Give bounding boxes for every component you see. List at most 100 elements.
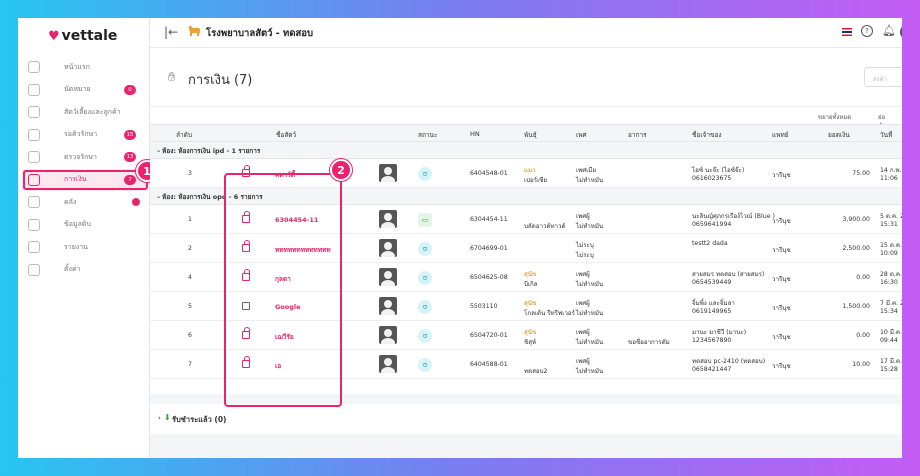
page-title: การเงิน (7)	[188, 73, 253, 88]
table-row[interactable]: 4 กุลตา ʊ 6504625-08 สุนัข บีเกิล เพศผู้ ไม่ทำห…	[150, 263, 902, 292]
table-header: ลำดับ ชื่อสัตว์ สถานะ HN พันธุ์ เพศ อาการ ชื่อเ…	[150, 124, 902, 142]
data-icon	[28, 218, 40, 231]
column-header[interactable]: เพศ	[576, 131, 587, 139]
collapse-left-icon[interactable]: |←	[164, 25, 179, 39]
pet-name-link[interactable]: เฌวีรัย	[275, 333, 294, 341]
home-icon	[28, 61, 40, 73]
column-header[interactable]: อาการ	[628, 131, 647, 139]
sidebar-item-label: คลัง	[64, 197, 77, 206]
owner-phone: 1234567890	[692, 337, 732, 344]
stethoscope-icon: ʊ	[418, 300, 432, 314]
logo[interactable]: ♥ vettale	[48, 28, 117, 44]
species: สุนัข	[524, 300, 537, 307]
date: 17 มี.ค. 25	[880, 358, 902, 365]
row-checkbox[interactable]	[242, 302, 250, 310]
neuter-status: ไม่ทำหมัน	[576, 223, 604, 230]
sidebar-item-label: ข้อมูลดิบ	[64, 220, 91, 229]
sidebar-item-6[interactable]: คลัง	[22, 191, 146, 214]
pet-name-link[interactable]: 6304454-11	[275, 216, 319, 224]
table-group[interactable]: ⌄ ห้อง: ห้องการเงิน opd - 6 รายการ	[150, 188, 902, 205]
owner-phone: 0658421447	[692, 366, 732, 373]
amount: 1,500.00	[842, 303, 870, 310]
sidebar-item-2[interactable]: สัตว์เลี้ยงและลูกค้า	[22, 101, 146, 124]
table-row[interactable]: 2 ททททททททททททท ʊ 6704699-01 ไม่ระบุ ไม่ระบุ t…	[150, 234, 902, 263]
chevron-down-icon[interactable]: ⌄	[156, 192, 162, 200]
amount: 75.00	[852, 170, 870, 177]
waiting-icon	[28, 128, 40, 141]
page-header: ✋︎ การเงิน (7) ส่งค้า	[150, 48, 902, 106]
column-header[interactable]: วันที่	[880, 131, 893, 139]
pet-name-link[interactable]: กุลตา	[275, 275, 291, 283]
neuter-status: ไม่ทำหมัน	[576, 281, 604, 288]
column-header[interactable]: พันธุ์	[524, 131, 537, 139]
sidebar-item-9[interactable]: ตั้งค่า	[22, 259, 146, 282]
amount: 0.00	[856, 274, 870, 281]
sidebar-item-label: ตรวจรักษา	[64, 152, 97, 161]
lock-icon	[242, 356, 250, 368]
hn: 6504625-08	[470, 274, 508, 281]
pet-name-link[interactable]: เอ	[275, 362, 282, 370]
sidebar-item-3[interactable]: รอคิวรักษา 15	[22, 124, 146, 147]
sidebar-item-7[interactable]: ข้อมูลดิบ	[22, 214, 146, 237]
owner-phone: 0619149965	[692, 308, 732, 315]
box-icon	[28, 196, 40, 208]
chevron-down-icon[interactable]: ⌄	[156, 146, 162, 154]
paid-section[interactable]: › ⬇︎ รับชำระแล้ว (0)	[150, 404, 902, 434]
column-header[interactable]: HN	[470, 130, 480, 138]
export-button[interactable]: ส่งค้า	[864, 67, 902, 87]
table-row[interactable]: 5 Google ʊ 5503110 สุนัข โกลเด้น รีทรีฟเวอร์เ…	[150, 292, 902, 321]
main-content: ✋︎ การเงิน (7) ส่งค้า ขยายทั้งหมด ย่อทั้…	[150, 48, 902, 458]
date: 14 ก.พ. 25	[880, 167, 902, 174]
table-group[interactable]: ⌄ ห้อง: ห้องการเงิน ipd - 1 รายการ	[150, 142, 902, 159]
date: 7 มี.ค. 25	[880, 300, 902, 307]
row-number: 3	[188, 170, 192, 177]
breed: ชิสุห์	[524, 339, 537, 346]
row-number: 5	[188, 303, 192, 310]
column-header[interactable]: ยอดเงิน	[828, 131, 850, 139]
pet-name-link[interactable]: Google	[275, 303, 301, 311]
neuter-status: ไม่ระบุ	[576, 252, 594, 259]
paw-icon	[28, 106, 40, 118]
row-number: 4	[188, 274, 192, 281]
column-header[interactable]: ชื่อเจ้าของ	[692, 131, 722, 139]
column-header[interactable]: แพทย์	[772, 131, 789, 139]
sidebar-item-4[interactable]: ตรวจรักษา 13	[22, 146, 146, 169]
sidebar-item-label: ตั้งค่า	[64, 265, 81, 274]
neuter-status: ไม่ทำหมัน	[576, 339, 604, 346]
table-row[interactable]: 1 6304454-11 ▭ 6304454-11 บลัดฮาวด์ทาวด์ เพศผ…	[150, 205, 902, 234]
breed: ทดสอบ2	[524, 368, 548, 375]
column-header[interactable]: ลำดับ	[176, 131, 192, 139]
thai-flag-icon[interactable]	[842, 28, 852, 36]
user-avatar[interactable]	[900, 24, 902, 40]
sidebar-item-1[interactable]: นัดหมาย 0	[22, 79, 146, 102]
sidebar-item-8[interactable]: รายงาน	[22, 236, 146, 259]
column-header[interactable]: ชื่อสัตว์	[276, 131, 297, 139]
bell-icon[interactable]: 🔔︎	[882, 24, 896, 37]
chevron-right-icon[interactable]: ›	[158, 414, 161, 422]
sex: เพศผู้	[576, 271, 590, 278]
owner-name: สายสมร ทดสอบ (สายสมร)	[692, 271, 765, 278]
sidebar-item-0[interactable]: หน้าแรก	[22, 56, 146, 79]
pet-name-link[interactable]: ททททททททททททท	[275, 246, 331, 254]
sidebar-item-5[interactable]: การเงิน 7	[22, 168, 146, 191]
table-row[interactable]: 7 เอ ʊ 6404588-01 ทดสอบ2 เพศผู้ ไม่ทำหมัน ทดสอบ…	[150, 350, 902, 379]
pet-avatar	[379, 239, 397, 257]
expand-all-button[interactable]: ขยายทั้งหมด	[818, 114, 852, 121]
stethoscope-icon	[28, 151, 40, 163]
chart-icon	[28, 241, 40, 253]
sex: เพศเมีย	[576, 167, 596, 174]
lock-icon	[242, 211, 250, 223]
sidebar: ♥ vettale หน้าแรก นัดหมาย 0 สัตว์เลี้ยงและล…	[18, 18, 150, 458]
owner-name: จิ้มพิ้ง และจิ้มลา	[692, 300, 735, 307]
neuter-status: ไม่ทำหมัน	[576, 310, 604, 317]
table-row[interactable]: 3 คตาร์ดี้ ʊ 6404548-01 แมว เปอร์เซีย เพศเมียไ…	[150, 159, 902, 188]
species: แมว	[524, 167, 536, 174]
column-header[interactable]: สถานะ	[418, 131, 438, 139]
count-badge: 0	[124, 84, 136, 95]
hn: 6404588-01	[470, 361, 508, 368]
pet-avatar	[379, 326, 397, 344]
pet-name-link[interactable]: คตาร์ดี้	[275, 171, 295, 179]
table-row[interactable]: 6 เฌวีรัย ʊ 6504720-01 สุนัข ชิสุห์ เพศผู้ ไม่ท…	[150, 321, 902, 350]
help-icon[interactable]: ?	[861, 25, 873, 37]
owner-phone: 0616023675	[692, 175, 732, 182]
